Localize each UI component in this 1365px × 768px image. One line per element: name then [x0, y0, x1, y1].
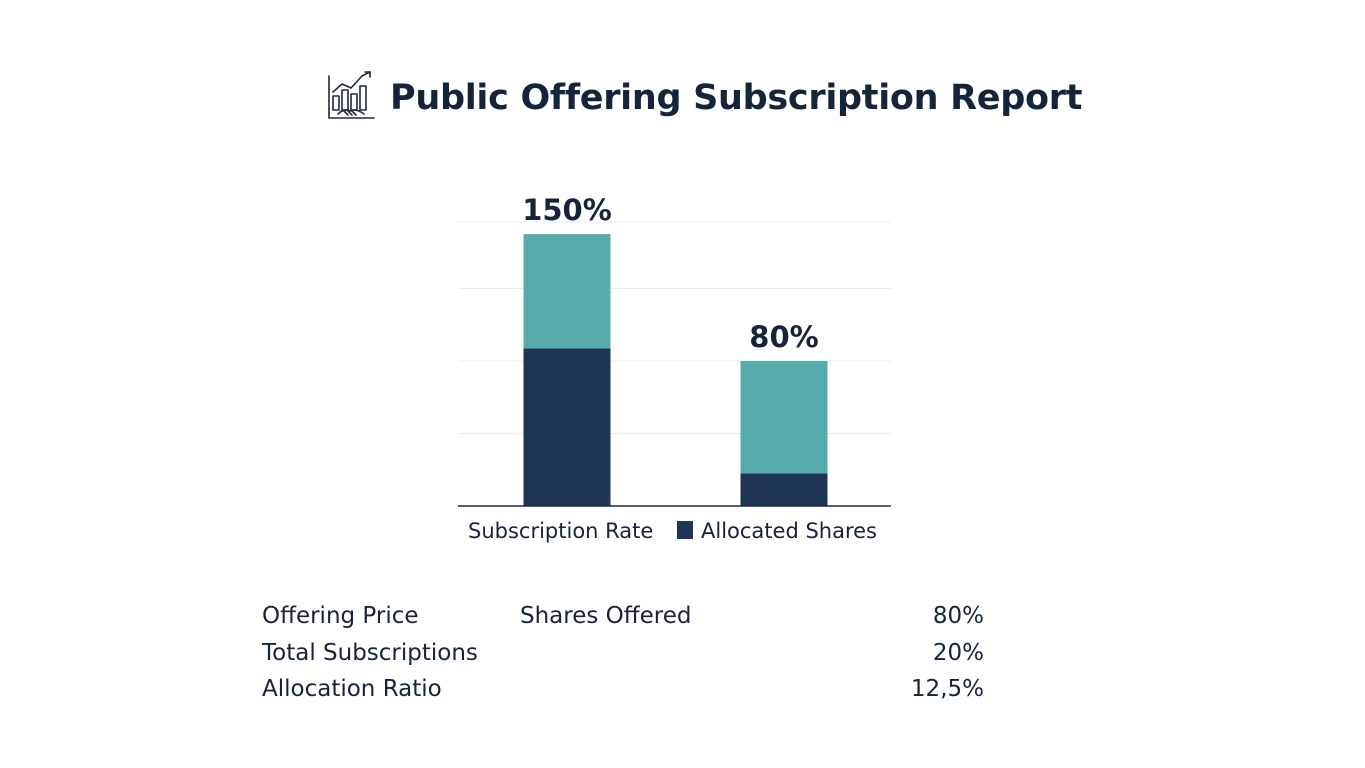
- stat-label: Allocation Ratio: [262, 676, 442, 702]
- legend-swatch-allocated: [677, 521, 693, 539]
- stat-row: Allocation Ratio 12,5%: [262, 676, 984, 713]
- bar-segment-allocated-1: [740, 473, 828, 506]
- stat-extra-label: Shares Offered: [520, 603, 692, 629]
- chart-legend: Subscription Rate Allocated Shares: [468, 519, 877, 543]
- stat-value: 80%: [932, 603, 984, 629]
- stat-row: Total Subscriptions 20%: [262, 640, 984, 677]
- chart-data-labels: 150% 80%: [522, 193, 819, 354]
- bar-segment-allocated-0: [523, 348, 611, 506]
- stats-table: Offering Price Shares Offered 80% Total …: [262, 603, 984, 713]
- stat-label: Total Subscriptions: [262, 639, 478, 666]
- bar-segment-remaining-1: [740, 361, 828, 474]
- bar-data-label: 80%: [749, 320, 818, 354]
- legend-series-label: Allocated Shares: [701, 519, 877, 543]
- subscription-chart: 150% 80% Subscription Rate Allocated Shar…: [458, 193, 891, 543]
- stat-value: 20%: [932, 639, 984, 666]
- chart-bars: [523, 234, 828, 506]
- bar-data-label: 150%: [522, 193, 612, 227]
- stat-row: Offering Price Shares Offered 80%: [262, 603, 984, 640]
- stat-label: Offering Price: [262, 603, 419, 629]
- legend-category-label: Subscription Rate: [468, 519, 653, 543]
- page-title: Public Offering Subscription Report: [390, 78, 1083, 118]
- report-header: Public Offering Subscription Report: [326, 70, 1082, 126]
- stat-value: 12,5%: [910, 676, 984, 702]
- bar-segment-remaining-0: [523, 234, 611, 349]
- ipo-growth-handshake-icon: [328, 71, 375, 119]
